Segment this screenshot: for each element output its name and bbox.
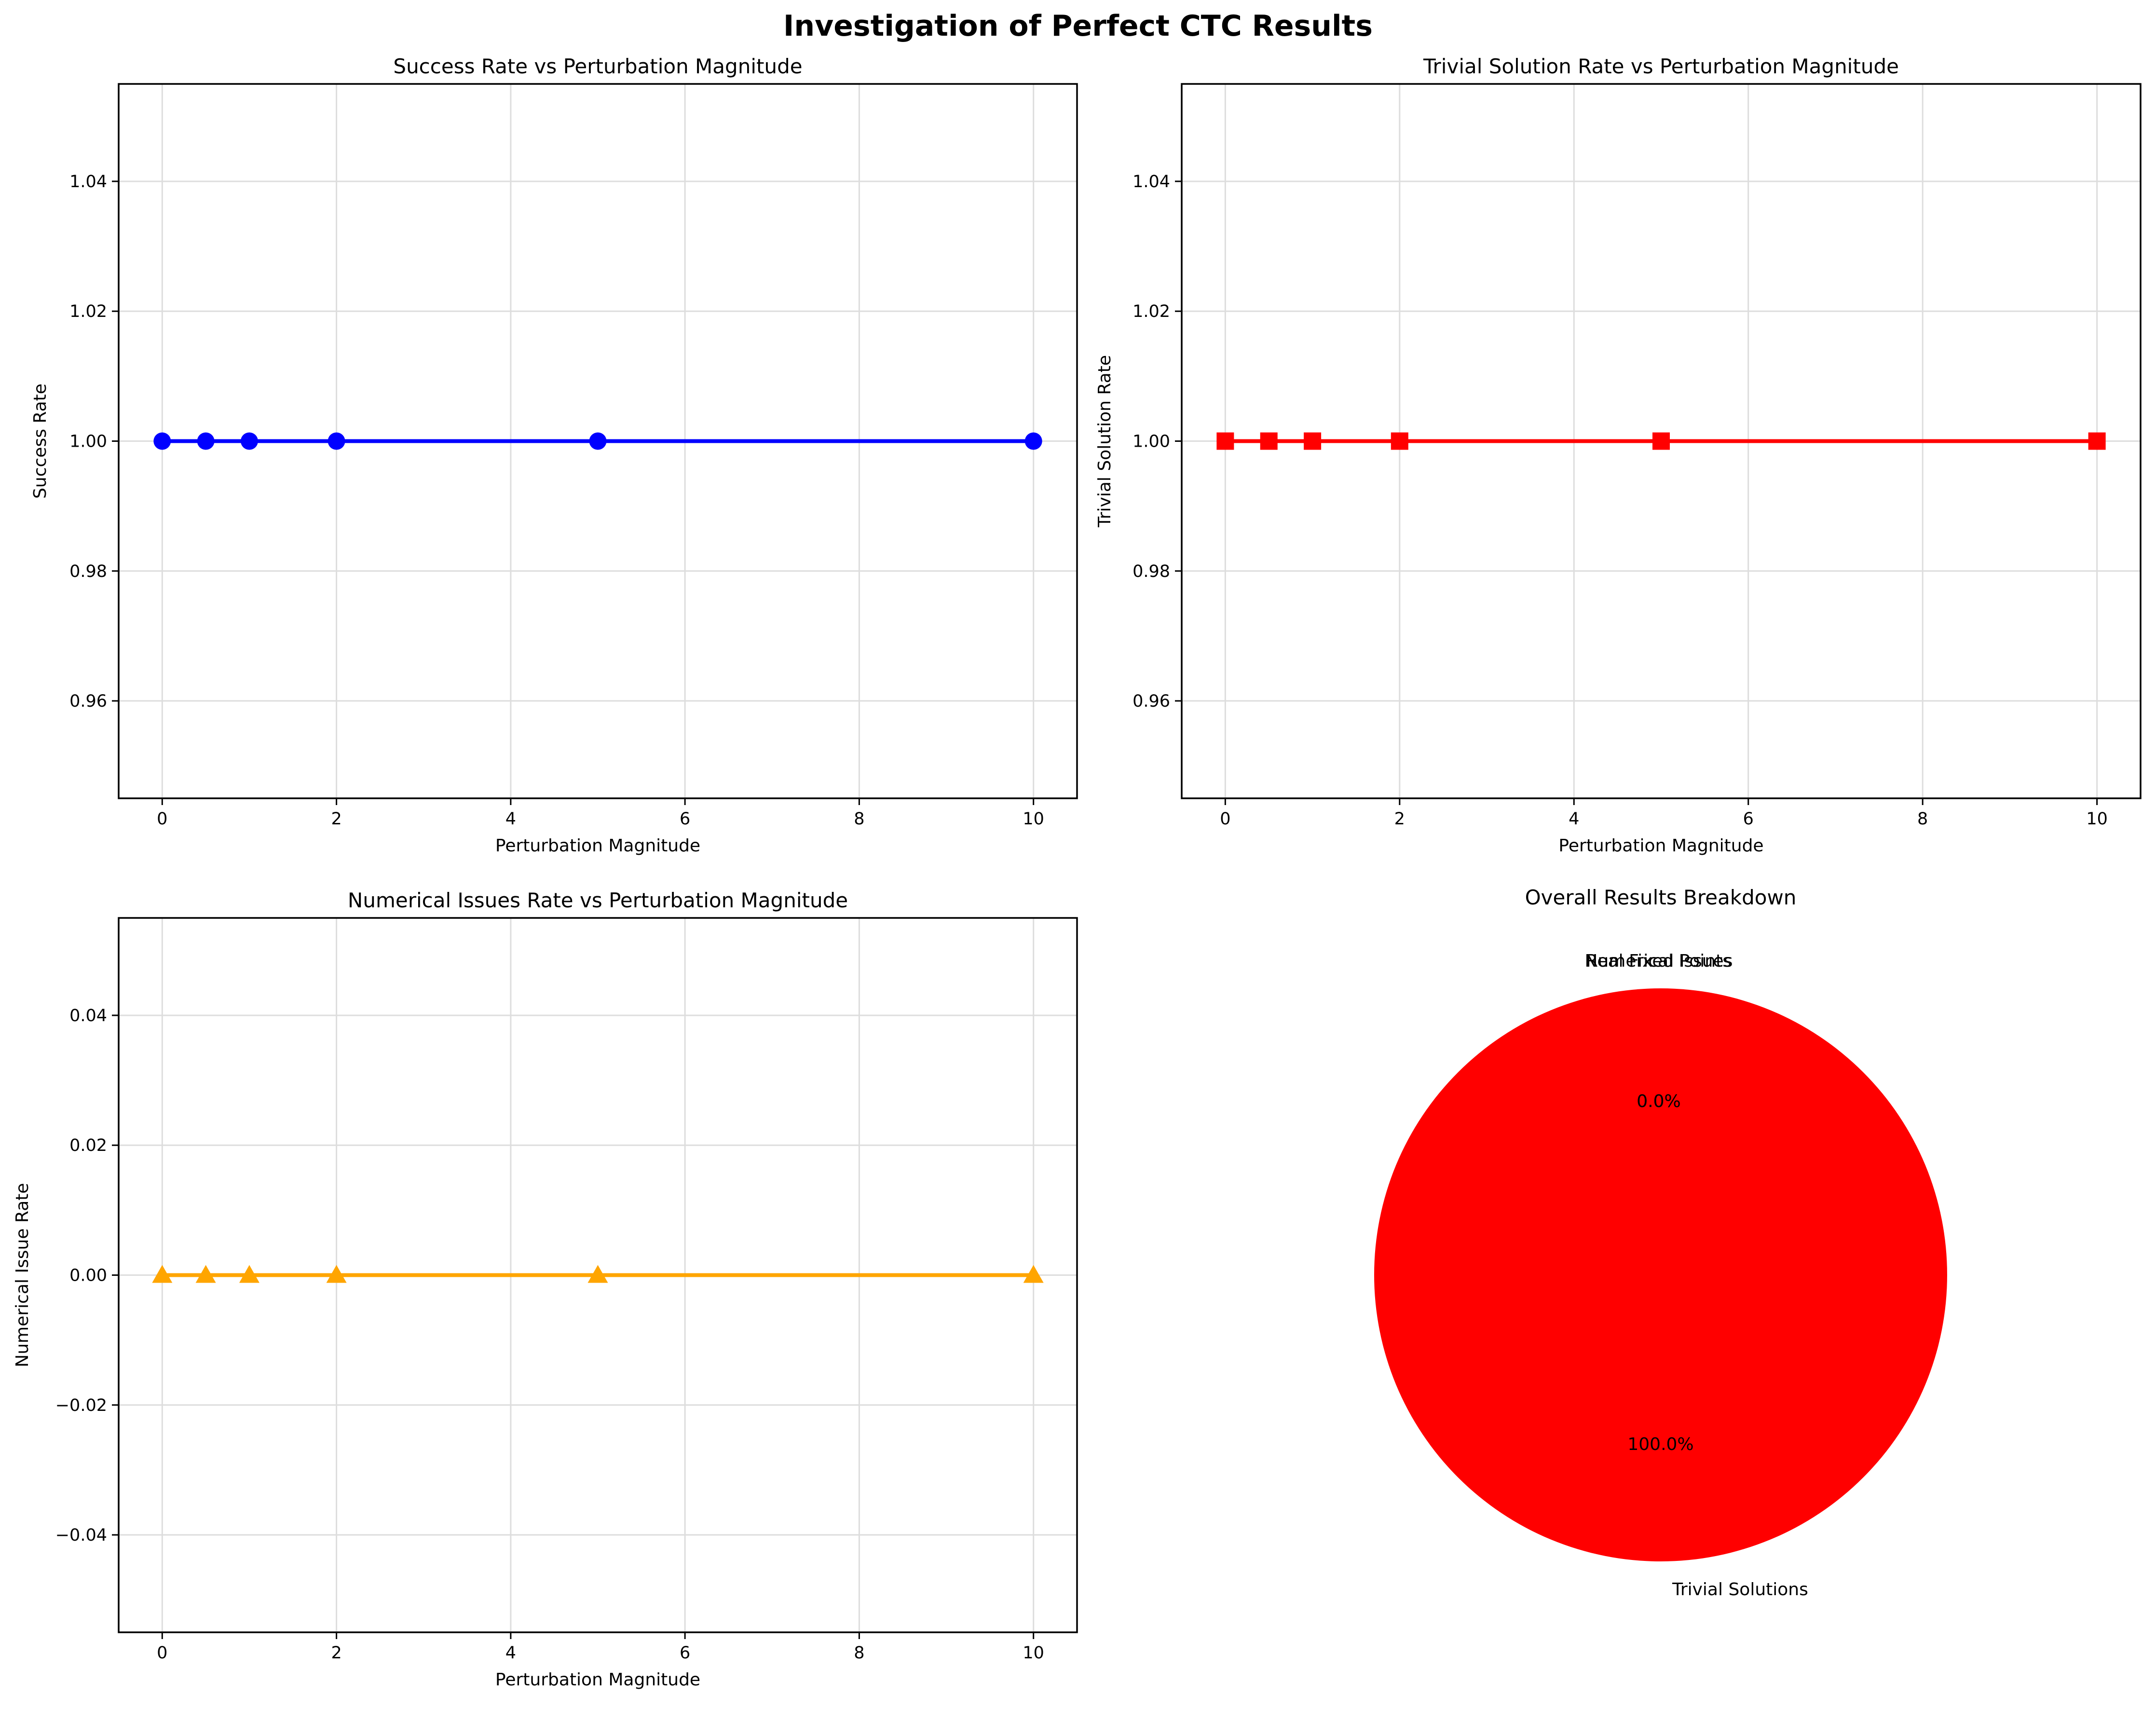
x-tick-label: 10 — [2086, 809, 2108, 829]
x-tick-label: 6 — [680, 809, 690, 829]
x-tick-label: 0 — [157, 809, 167, 829]
chart-title: Trivial Solution Rate vs Perturbation Ma… — [1423, 55, 1899, 78]
y-axis-label: Numerical Issue Rate — [13, 1183, 32, 1367]
data-point — [326, 1265, 347, 1283]
data-point — [1023, 1265, 1044, 1283]
y-axis-label: Success Rate — [30, 383, 50, 499]
y-tick-label: −0.02 — [55, 1396, 107, 1415]
data-point — [195, 1265, 216, 1283]
data-point — [197, 432, 215, 450]
pie-slice-label: Trivial Solutions — [1672, 1580, 1808, 1600]
x-axis-label: Perturbation Magnitude — [1558, 836, 1763, 856]
x-tick-label: 4 — [1569, 809, 1579, 829]
y-tick-label: 0.02 — [69, 1136, 107, 1155]
data-point — [2088, 432, 2106, 450]
y-tick-label: 0.00 — [69, 1266, 107, 1285]
y-tick-label: 1.02 — [69, 302, 107, 321]
chart-title: Overall Results Breakdown — [1525, 886, 1797, 909]
x-tick-label: 2 — [331, 1643, 341, 1663]
y-tick-label: 0.96 — [69, 692, 107, 711]
pie-pct-label: 0.0% — [1637, 1092, 1680, 1111]
pie-slice-label: Real Fixed Points — [1586, 951, 1732, 971]
x-axis-label: Perturbation Magnitude — [495, 1670, 700, 1690]
chart-panel-4: Trivial Solutions 100.0% Numerical Issues 0… — [1374, 886, 1947, 1600]
data-point — [1391, 432, 1408, 450]
y-tick-label: 1.02 — [1133, 302, 1170, 321]
data-point — [152, 1265, 173, 1283]
data-point — [1304, 432, 1322, 450]
data-point — [240, 432, 258, 450]
x-tick-label: 6 — [1743, 809, 1754, 829]
chart-panel-1: 0 2 4 6 8 10 0.96 0.98 1.00 1.02 1.04 Success Rate … — [30, 55, 1078, 856]
data-point — [587, 1265, 608, 1283]
chart-panel-2: 0 2 4 6 8 10 0.96 0.98 1.00 1.02 1.04 Trivial Solut… — [1095, 55, 2142, 856]
x-tick-label: 0 — [1220, 809, 1230, 829]
x-tick-label: 4 — [505, 809, 516, 829]
x-tick-label: 0 — [157, 1643, 167, 1663]
y-tick-label: 0.04 — [69, 1006, 107, 1025]
x-tick-label: 4 — [505, 1643, 516, 1663]
data-point — [153, 432, 171, 450]
data-point — [589, 432, 607, 450]
y-tick-label: 0.98 — [69, 562, 107, 581]
data-point — [1024, 432, 1042, 450]
x-tick-label: 8 — [1917, 809, 1928, 829]
data-point — [327, 432, 345, 450]
x-axis-label: Perturbation Magnitude — [495, 836, 700, 856]
data-point — [1216, 432, 1234, 450]
x-tick-label: 2 — [331, 809, 341, 829]
x-tick-label: 10 — [1023, 809, 1044, 829]
x-tick-label: 8 — [854, 809, 864, 829]
chart-title: Success Rate vs Perturbation Magnitude — [393, 55, 802, 78]
chart-title: Numerical Issues Rate vs Perturbation Ma… — [348, 889, 848, 912]
data-point — [1652, 432, 1670, 450]
pie-slice-label: Numerical Issues — [1585, 951, 1733, 971]
pie-slice — [1374, 988, 1947, 1561]
x-tick-label: 6 — [680, 1643, 690, 1663]
y-tick-label: −0.04 — [55, 1526, 107, 1545]
y-tick-label: 1.04 — [69, 172, 107, 191]
x-tick-label: 10 — [1023, 1643, 1044, 1663]
chart-panel-3: 0 2 4 6 8 10 −0.04 −0.02 0.00 0.02 0.04 Numerical I… — [13, 889, 1078, 1690]
x-tick-label: 8 — [854, 1643, 864, 1663]
data-point — [239, 1265, 259, 1283]
figure-title: Investigation of Perfect CTC Results — [783, 9, 1373, 43]
y-tick-label: 1.00 — [69, 432, 107, 451]
y-tick-label: 1.04 — [1133, 172, 1170, 191]
pie-pct-label: 0.0% — [1637, 1092, 1680, 1111]
pie-pct-label: 100.0% — [1627, 1435, 1693, 1454]
y-tick-label: 1.00 — [1133, 432, 1170, 451]
y-axis-label: Trivial Solution Rate — [1095, 355, 1115, 528]
y-tick-label: 0.96 — [1133, 692, 1170, 711]
x-tick-label: 2 — [1394, 809, 1405, 829]
y-tick-label: 0.98 — [1133, 562, 1170, 581]
data-point — [1260, 432, 1278, 450]
